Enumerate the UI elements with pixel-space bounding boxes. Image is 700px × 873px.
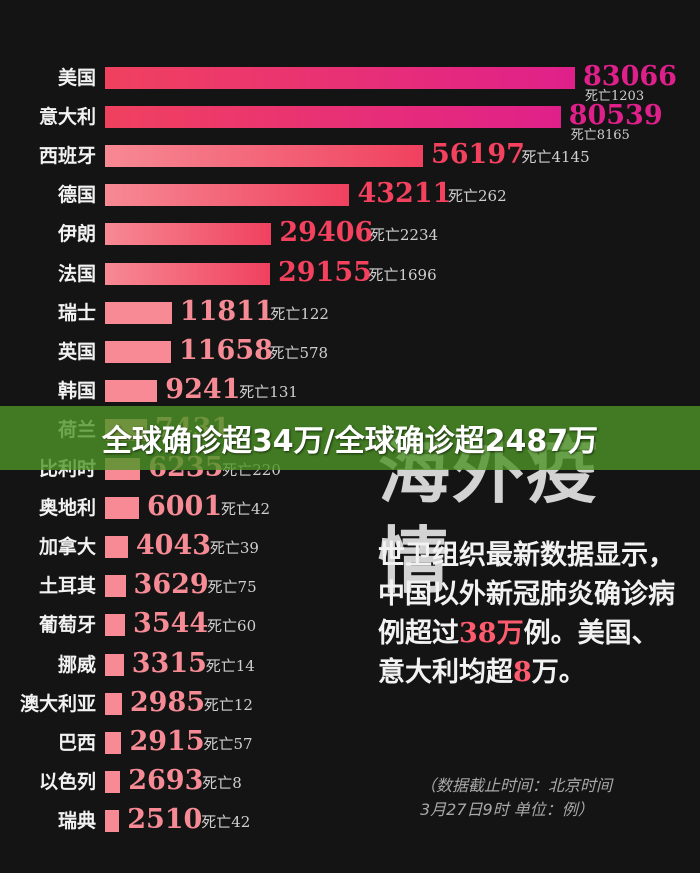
value-label: 9241 bbox=[165, 373, 241, 405]
death-label: 死亡122 bbox=[270, 304, 329, 323]
category-label: 巴西 bbox=[57, 731, 96, 754]
value-label: 11811 bbox=[179, 295, 274, 327]
value-label: 11658 bbox=[178, 334, 273, 366]
bar bbox=[105, 340, 171, 363]
death-label: 死亡57 bbox=[203, 734, 253, 753]
death-label: 死亡60 bbox=[207, 617, 257, 636]
category-label: 土耳其 bbox=[38, 575, 96, 598]
value-label: 43211 bbox=[357, 178, 452, 210]
category-label: 瑞典 bbox=[57, 809, 96, 832]
source-line-2: 3月27日9时 单位：例） bbox=[420, 800, 594, 819]
value-label: 3544 bbox=[133, 608, 209, 640]
category-label: 法国 bbox=[57, 262, 96, 285]
value-label: 3629 bbox=[133, 569, 209, 601]
bar bbox=[105, 262, 270, 285]
death-label: 死亡2234 bbox=[369, 226, 439, 245]
death-label: 死亡42 bbox=[220, 500, 271, 519]
bar bbox=[105, 379, 158, 402]
bar bbox=[105, 145, 423, 168]
note-text: 世卫组织最新数据显示，中国以外新冠肺炎确诊病例超过 bbox=[378, 540, 675, 649]
headline-banner: 全球确诊超34万/全球确诊超2487万 bbox=[0, 406, 700, 470]
value-label: 80539 bbox=[568, 100, 663, 132]
category-label: 德国 bbox=[57, 184, 96, 207]
category-label: 以色列 bbox=[38, 770, 96, 793]
value-label: 6001 bbox=[146, 491, 223, 523]
bar bbox=[105, 809, 120, 832]
bar bbox=[105, 575, 126, 598]
bar bbox=[105, 223, 272, 246]
category-label: 奥地利 bbox=[38, 497, 96, 520]
value-label: 2985 bbox=[129, 686, 206, 718]
value-label: 2915 bbox=[129, 725, 205, 757]
category-label: 英国 bbox=[57, 340, 96, 363]
value-label: 29155 bbox=[277, 256, 372, 288]
death-label: 死亡75 bbox=[207, 578, 257, 597]
category-label: 美国 bbox=[57, 67, 96, 89]
category-label: 瑞士 bbox=[57, 301, 96, 324]
note-highlight: 8 bbox=[513, 657, 532, 688]
bar bbox=[105, 692, 122, 715]
bar bbox=[105, 536, 128, 559]
death-label: 死亡1696 bbox=[368, 265, 437, 284]
death-label: 死亡14 bbox=[205, 656, 255, 675]
bar bbox=[105, 497, 139, 520]
bar bbox=[105, 653, 124, 676]
category-label: 葡萄牙 bbox=[38, 614, 96, 637]
death-label: 死亡131 bbox=[239, 382, 298, 401]
death-label: 死亡262 bbox=[447, 187, 507, 206]
death-label: 死亡8 bbox=[202, 773, 242, 792]
note-text: 万。 bbox=[531, 657, 586, 688]
category-label: 澳大利亚 bbox=[19, 692, 96, 715]
death-label: 死亡578 bbox=[269, 343, 329, 362]
value-label: 56197 bbox=[430, 139, 525, 171]
value-label: 2510 bbox=[127, 803, 203, 835]
summary-note: 世卫组织最新数据显示，中国以外新冠肺炎确诊病例超过38万例。美国、意大利均超8万… bbox=[378, 536, 678, 692]
bar bbox=[105, 731, 122, 754]
note-highlight: 38万 bbox=[459, 618, 524, 649]
death-label: 死亡4145 bbox=[521, 148, 590, 167]
value-label: 29406 bbox=[279, 217, 374, 249]
note-text: 例。美国、意大利均超 bbox=[378, 618, 659, 688]
death-label: 死亡12 bbox=[203, 695, 253, 714]
value-label: 4043 bbox=[135, 530, 212, 562]
death-label: 死亡1203 bbox=[585, 89, 645, 104]
category-label: 意大利 bbox=[38, 106, 96, 129]
value-label: 3315 bbox=[131, 647, 207, 679]
bar bbox=[105, 301, 172, 324]
bar bbox=[105, 184, 350, 207]
value-label: 83066 bbox=[583, 61, 677, 92]
category-label: 西班牙 bbox=[38, 145, 96, 168]
bar bbox=[105, 106, 561, 129]
category-label: 伊朗 bbox=[57, 223, 96, 246]
data-source-note: （数据截止时间：北京时间 3月27日9时 单位：例） bbox=[420, 774, 680, 822]
death-label: 死亡39 bbox=[209, 539, 259, 558]
category-label: 韩国 bbox=[57, 379, 96, 402]
bar bbox=[105, 614, 126, 637]
source-line-1: （数据截止时间：北京时间 bbox=[420, 776, 613, 795]
bar bbox=[105, 770, 121, 793]
death-label: 死亡42 bbox=[201, 812, 251, 831]
bar bbox=[105, 67, 575, 89]
category-label: 挪威 bbox=[57, 653, 96, 676]
value-label: 2693 bbox=[128, 764, 204, 796]
death-label: 死亡8165 bbox=[570, 128, 630, 144]
category-label: 加拿大 bbox=[38, 536, 96, 559]
